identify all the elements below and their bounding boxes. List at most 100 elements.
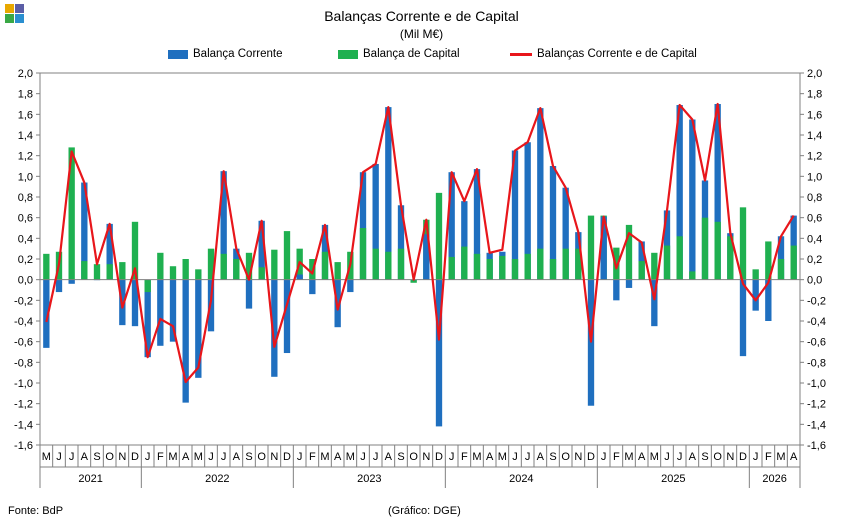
y-tick-label-left: -1,2 <box>14 399 33 411</box>
bar-capital <box>549 259 557 280</box>
x-tick-label: J <box>677 451 683 463</box>
legend-label-capital: Balança de Capital <box>363 48 460 60</box>
bar-capital <box>258 267 265 280</box>
x-tick-label: O <box>713 451 722 463</box>
x-tick-label: M <box>498 451 507 463</box>
y-tick-label-right: 1,0 <box>807 171 822 183</box>
bar-current <box>347 279 354 293</box>
x-tick-label: J <box>297 451 303 463</box>
y-tick-label-right: -0,4 <box>807 316 826 328</box>
bar-capital <box>727 236 734 280</box>
x-tick-label: M <box>194 451 203 463</box>
x-tick-label: M <box>320 451 329 463</box>
bar-capital <box>613 247 620 280</box>
y-tick-label-right: 0,8 <box>807 192 822 204</box>
legend-swatch-current <box>168 49 188 59</box>
x-tick-label: O <box>561 451 570 463</box>
y-tick-label-left: 0,6 <box>18 213 33 225</box>
x-tick-label: D <box>131 451 139 463</box>
x-tick-label: N <box>422 451 430 463</box>
bar-capital <box>562 248 569 280</box>
y-tick-label-left: 0,8 <box>18 192 33 204</box>
bar-capital <box>144 279 151 293</box>
x-tick-label: M <box>346 451 355 463</box>
bar-current <box>676 105 683 280</box>
bar-current <box>106 223 113 280</box>
year-label: 2023 <box>357 473 381 485</box>
bar-capital <box>271 249 278 280</box>
bar-current <box>461 201 468 280</box>
x-tick-label: D <box>283 451 291 463</box>
bar-current <box>435 279 443 427</box>
bar-capital <box>410 279 417 283</box>
bar-current <box>752 279 759 311</box>
y-tick-label-left: -0,8 <box>14 357 33 369</box>
bar-capital <box>701 217 709 280</box>
bar-current <box>220 171 227 280</box>
bar-capital <box>93 264 101 280</box>
chart-subtitle: (Mil M€) <box>399 27 444 41</box>
bar-capital <box>461 246 468 280</box>
bar-capital <box>182 259 189 280</box>
y-tick-label-left: 0,2 <box>18 254 33 266</box>
x-tick-label: S <box>549 451 556 463</box>
bar-current <box>625 279 633 288</box>
x-tick-label: J <box>208 451 214 463</box>
x-tick-label: J <box>56 451 62 463</box>
bar-current <box>182 279 189 403</box>
x-tick-label: A <box>385 451 393 463</box>
source-note: Fonte: BdP <box>8 505 64 517</box>
x-tick-label: A <box>182 451 190 463</box>
bar-current <box>397 205 405 280</box>
x-tick-label: M <box>650 451 659 463</box>
x-tick-label: F <box>309 451 316 463</box>
bar-current <box>511 150 519 280</box>
bar-current <box>423 234 430 280</box>
bar-capital <box>207 248 215 280</box>
bar-capital <box>397 248 405 280</box>
y-tick-label-right: 0,6 <box>807 213 822 225</box>
bar-capital <box>385 251 392 280</box>
bar-current <box>55 279 63 293</box>
x-tick-label: M <box>624 451 633 463</box>
y-tick-label-left: -1,4 <box>14 419 33 431</box>
bar-capital <box>625 224 633 280</box>
x-tick-label: J <box>145 451 151 463</box>
y-tick-label-right: 2,0 <box>807 68 822 80</box>
logo-square-green <box>5 14 14 23</box>
legend-item-current: Balança Corrente <box>168 48 283 60</box>
bar-current <box>144 279 151 358</box>
legend-label-total: Balanças Corrente e de Capital <box>537 48 697 60</box>
y-tick-label-left: -0,4 <box>14 316 33 328</box>
bar-current <box>296 274 303 280</box>
bar-capital <box>511 259 519 280</box>
x-tick-label: D <box>739 451 747 463</box>
bar-current <box>283 279 291 354</box>
bar-current <box>157 279 164 346</box>
x-tick-label: O <box>409 451 418 463</box>
logo-square-blue <box>15 14 24 23</box>
bar-current <box>739 279 747 357</box>
x-tick-label: J <box>525 451 531 463</box>
bar-current <box>689 119 696 280</box>
bar-capital <box>537 248 544 280</box>
legend-item-capital: Balança de Capital <box>338 48 460 60</box>
bar-capital <box>157 252 164 280</box>
bar-capital <box>233 259 240 280</box>
x-tick-label: N <box>574 451 582 463</box>
y-tick-label-right: -0,6 <box>807 337 826 349</box>
y-tick-label-right: -0,2 <box>807 295 826 307</box>
x-tick-label: J <box>753 451 759 463</box>
bar-capital <box>169 266 177 280</box>
x-tick-label: J <box>512 451 518 463</box>
bar-capital <box>676 236 683 280</box>
bar-current <box>524 142 531 280</box>
bar-capital <box>283 231 291 280</box>
year-label: 2026 <box>762 473 786 485</box>
bar-capital <box>106 264 113 280</box>
x-tick-label: J <box>221 451 227 463</box>
plot-frame <box>39 72 801 446</box>
logo-square-yellow <box>5 4 14 13</box>
y-tick-label-right: -1,0 <box>807 378 826 390</box>
x-tick-label: S <box>701 451 708 463</box>
